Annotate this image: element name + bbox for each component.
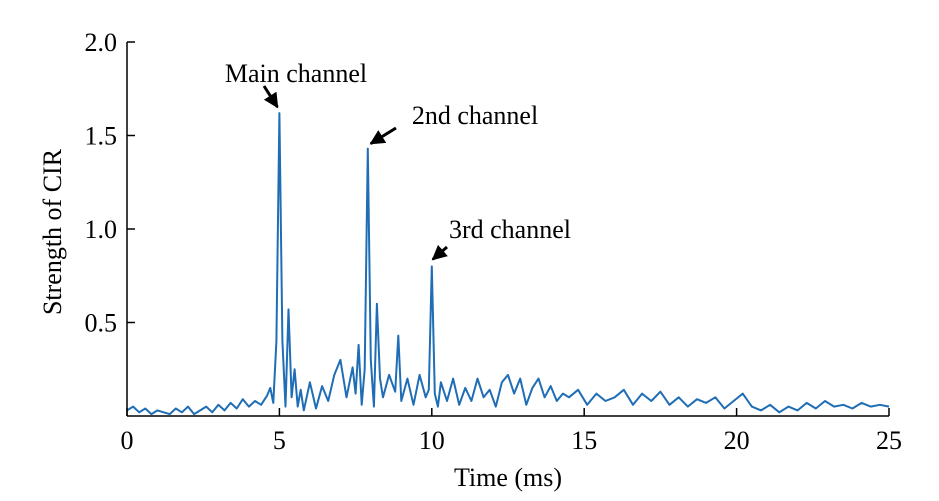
annotations: Main channel 2nd channel 3rd channel [225,59,571,261]
x-tick-label: 25 [876,426,902,455]
y-tick-label: 2.0 [85,28,118,57]
x-tick-label: 10 [419,426,445,455]
annotation-label: 3rd channel [449,215,571,244]
x-tick-label: 20 [724,426,750,455]
y-tick-label: 0.5 [85,309,118,338]
axes: 0 5 10 15 20 25 0.5 1.0 1.5 2.0 [85,28,903,455]
annotation-label: 2nd channel [412,101,538,130]
annotation-label: Main channel [225,59,367,88]
annotation-arrow [369,126,397,145]
plot-area [126,112,890,416]
y-tick-label: 1.5 [85,122,118,151]
cir-series-line [126,112,890,416]
annotation-arrow [431,244,448,261]
y-axis-label: Strength of CIR [38,148,67,315]
x-tick-label: 0 [121,426,134,455]
x-tick-label: 5 [273,426,286,455]
y-tick-label: 1.0 [85,215,118,244]
x-axis-label: Time (ms) [454,463,562,492]
annotation-arrow [262,85,279,109]
x-tick-label: 15 [571,426,597,455]
